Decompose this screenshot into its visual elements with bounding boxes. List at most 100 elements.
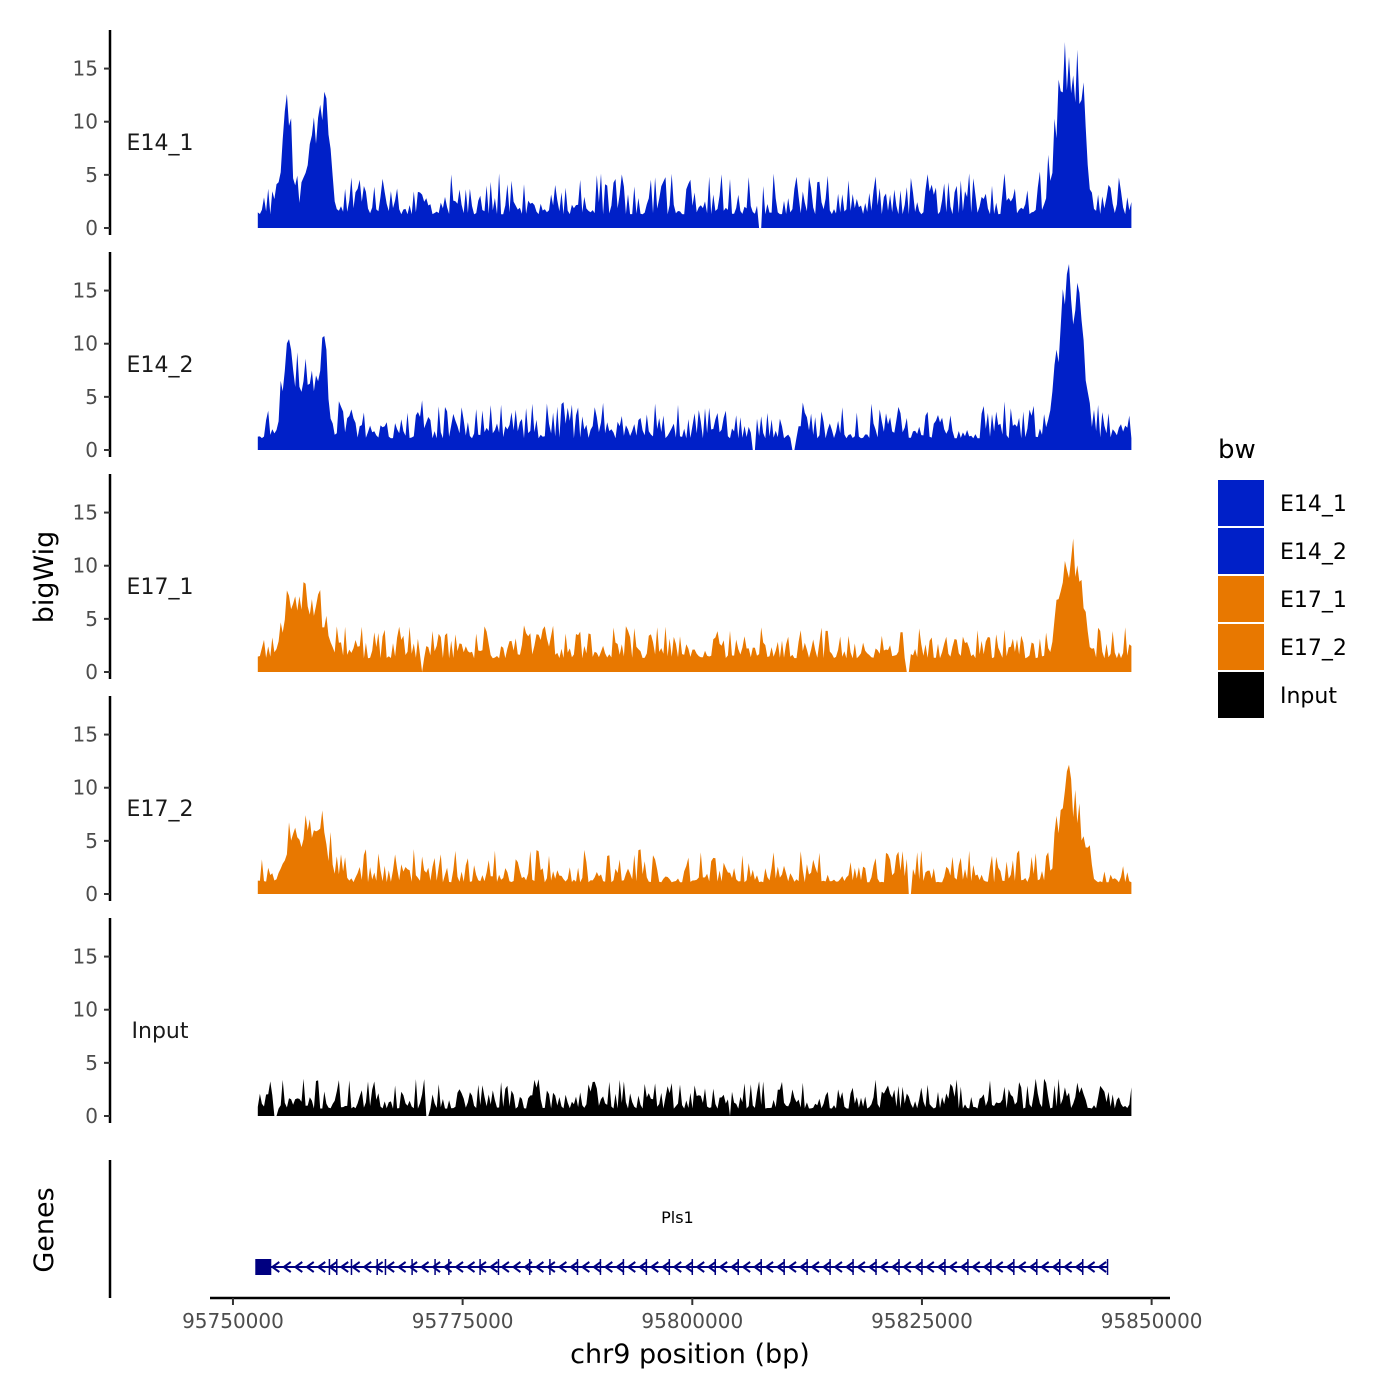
y-tick-label: 0 bbox=[85, 660, 98, 684]
strand-arrow bbox=[1085, 1261, 1096, 1273]
strand-arrow bbox=[488, 1261, 499, 1273]
strand-arrow bbox=[350, 1261, 361, 1273]
strand-arrow bbox=[649, 1261, 659, 1273]
strand-arrow bbox=[546, 1261, 556, 1273]
strand-arrow bbox=[683, 1261, 694, 1273]
strand-arrow bbox=[833, 1261, 843, 1273]
track-E17_2: 0 5 10 15 E17_2 bbox=[73, 696, 1132, 906]
strand-arrow bbox=[385, 1261, 395, 1273]
legend-swatch-E17_2 bbox=[1218, 624, 1264, 670]
y-tick-label: 15 bbox=[73, 723, 98, 747]
strand-arrow bbox=[626, 1261, 636, 1273]
strand-arrow bbox=[994, 1261, 1004, 1273]
strand-arrow bbox=[936, 1261, 946, 1273]
strand-arrow bbox=[1062, 1261, 1073, 1273]
strand-arrow bbox=[419, 1261, 430, 1273]
strand-arrow bbox=[373, 1261, 384, 1273]
legend-swatch-E14_1 bbox=[1218, 480, 1264, 526]
signal-area-E14_1 bbox=[257, 42, 1132, 228]
strand-arrow bbox=[1074, 1261, 1084, 1273]
y-tick-label: 5 bbox=[85, 385, 98, 409]
y-tick-label: 15 bbox=[73, 501, 98, 525]
y-tick-label: 15 bbox=[73, 945, 98, 969]
strand-arrow bbox=[1028, 1261, 1038, 1273]
strand-arrow bbox=[729, 1261, 740, 1273]
strand-arrow bbox=[810, 1261, 820, 1273]
strand-arrow bbox=[821, 1261, 832, 1273]
strand-arrow bbox=[396, 1261, 407, 1273]
x-tick-label: 95775000 bbox=[412, 1309, 514, 1333]
signal-area-E14_2 bbox=[257, 264, 1132, 450]
y-tick-label: 10 bbox=[73, 332, 98, 356]
strand-arrow bbox=[752, 1261, 763, 1273]
y-tick-label: 0 bbox=[85, 882, 98, 906]
legend-swatch-E17_1 bbox=[1218, 576, 1264, 622]
y-tick-label: 10 bbox=[73, 998, 98, 1022]
gene-name-label: Pls1 bbox=[661, 1208, 694, 1227]
strand-arrow bbox=[1005, 1261, 1015, 1273]
strand-arrow bbox=[339, 1261, 349, 1273]
strand-arrow bbox=[442, 1261, 453, 1273]
strand-arrow bbox=[672, 1261, 682, 1273]
strand-arrow bbox=[500, 1261, 510, 1273]
strand-arrow bbox=[902, 1261, 912, 1273]
gene-first-exon bbox=[255, 1259, 272, 1275]
strand-arrow bbox=[603, 1261, 613, 1273]
x-axis: 95750000 95775000 95800000 95825000 95850000 bbox=[182, 1296, 1203, 1333]
strand-arrow bbox=[431, 1261, 441, 1273]
strand-arrow bbox=[362, 1261, 372, 1273]
track-E14_2: 0 5 10 15 E14_2 bbox=[73, 252, 1132, 462]
strand-arrow bbox=[844, 1261, 855, 1273]
track-Input: 0 5 10 15 Input bbox=[73, 918, 1132, 1128]
signal-area-Input bbox=[257, 1078, 1132, 1116]
strand-arrow bbox=[511, 1261, 522, 1273]
strand-arrow bbox=[718, 1261, 728, 1273]
genes-panel: Pls1 bbox=[108, 1160, 1109, 1298]
legend: bw E14_1 E14_2 E17_1 E17_2 Input bbox=[1218, 435, 1347, 718]
strand-arrow bbox=[798, 1261, 809, 1273]
strand-arrow bbox=[557, 1261, 567, 1273]
y-tick-label: 0 bbox=[85, 216, 98, 240]
strand-arrow bbox=[592, 1261, 602, 1273]
strand-arrow bbox=[925, 1261, 935, 1273]
y-axis-title: bigWig bbox=[29, 531, 60, 624]
strand-arrow bbox=[741, 1261, 751, 1273]
y-tick-label: 5 bbox=[85, 163, 98, 187]
signal-area-E17_2 bbox=[257, 764, 1132, 894]
strand-arrow bbox=[523, 1261, 533, 1273]
strand-arrow bbox=[764, 1261, 774, 1273]
legend-swatch-Input bbox=[1218, 672, 1264, 718]
x-tick-label: 95800000 bbox=[641, 1309, 743, 1333]
track-panels: 0 5 10 15 E14_1 0 5 10 15 E14_2 0 5 10 15 E17_1 0 5 10 15 E… bbox=[73, 30, 1132, 1128]
y-tick-label: 15 bbox=[73, 279, 98, 303]
legend-label-E14_1: E14_1 bbox=[1280, 492, 1347, 517]
strand-arrow bbox=[913, 1261, 923, 1273]
track-label-E14_2: E14_2 bbox=[127, 353, 194, 378]
y-tick-label: 0 bbox=[85, 438, 98, 462]
y-tick-label: 5 bbox=[85, 607, 98, 631]
strand-arrow bbox=[890, 1261, 900, 1273]
strand-arrow bbox=[948, 1261, 958, 1273]
x-axis-title: chr9 position (bp) bbox=[570, 1339, 810, 1370]
strand-arrow bbox=[408, 1261, 418, 1273]
strand-arrow bbox=[638, 1261, 648, 1273]
x-tick-label: 95750000 bbox=[182, 1309, 284, 1333]
strand-arrow bbox=[454, 1261, 464, 1273]
track-E17_1: 0 5 10 15 E17_1 bbox=[73, 474, 1132, 684]
strand-arrow bbox=[465, 1261, 476, 1273]
strand-arrow bbox=[569, 1261, 579, 1273]
strand-arrow bbox=[775, 1261, 786, 1273]
strand-arrow bbox=[477, 1261, 487, 1273]
track-label-Input: Input bbox=[132, 1019, 189, 1044]
legend-label-E14_2: E14_2 bbox=[1280, 540, 1347, 565]
strand-arrow bbox=[959, 1261, 969, 1273]
strand-arrow bbox=[580, 1261, 590, 1273]
strand-arrow bbox=[661, 1261, 671, 1273]
strand-arrow bbox=[706, 1261, 717, 1273]
strand-arrow bbox=[695, 1261, 705, 1273]
genes-track-label: Genes bbox=[29, 1187, 60, 1272]
y-tick-label: 0 bbox=[85, 1104, 98, 1128]
strand-arrow bbox=[615, 1261, 625, 1273]
y-tick-label: 10 bbox=[73, 110, 98, 134]
track-E14_1: 0 5 10 15 E14_1 bbox=[73, 30, 1132, 240]
